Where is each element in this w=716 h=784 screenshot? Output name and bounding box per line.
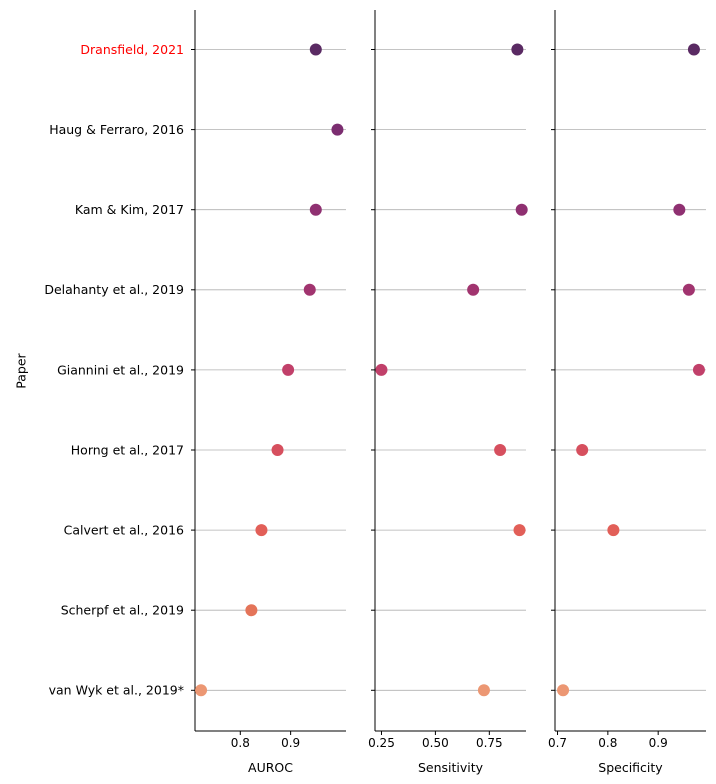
data-points	[195, 43, 705, 697]
data-point	[515, 203, 528, 216]
x-tick-label: 0.7	[548, 736, 567, 750]
data-point	[513, 524, 526, 537]
paper-labels: Dransfield, 2021 Haug & Ferraro, 2016 Kam …	[44, 42, 184, 698]
data-point	[494, 444, 507, 456]
data-point	[271, 444, 284, 456]
data-point	[331, 123, 344, 136]
data-point	[687, 43, 700, 56]
data-point	[477, 684, 490, 697]
axes: 0.8 0.9 AUROC 0.25 0.50 0.75 Sensitivity 0.7 0.8…	[191, 10, 706, 775]
x-tick-label: 0.8	[598, 736, 617, 750]
x-tick-label: 0.75	[476, 736, 503, 750]
paper-label: Haug & Ferraro, 2016	[49, 122, 184, 137]
data-point	[195, 684, 208, 697]
data-point	[309, 203, 322, 216]
gridlines	[195, 49, 706, 691]
data-point	[511, 43, 524, 56]
data-point	[607, 524, 620, 537]
x-tick-label: 0.9	[649, 736, 668, 750]
x-axis-title: Specificity	[598, 760, 663, 775]
paper-label: Horng et al., 2017	[71, 442, 184, 457]
data-point	[245, 604, 258, 617]
x-tick-label: 0.9	[281, 736, 300, 750]
data-point	[309, 43, 322, 56]
y-axis-title: Paper	[13, 352, 28, 388]
data-point	[467, 283, 480, 296]
paper-label: Kam & Kim, 2017	[75, 202, 184, 217]
data-point	[255, 524, 268, 537]
data-point	[375, 363, 388, 376]
data-point	[557, 684, 570, 697]
paper-label: van Wyk et al., 2019*	[49, 683, 184, 698]
paper-label: Giannini et al., 2019	[57, 362, 184, 377]
x-tick-label: 0.50	[422, 736, 449, 750]
x-axis-title: AUROC	[248, 760, 293, 775]
data-point	[576, 444, 589, 456]
data-point	[673, 203, 686, 216]
data-point	[282, 363, 295, 376]
data-point	[682, 283, 695, 296]
x-axis-title: Sensitivity	[418, 760, 484, 775]
paper-label: Dransfield, 2021	[80, 42, 184, 57]
paper-label: Delahanty et al., 2019	[44, 282, 184, 297]
paper-label: Scherpf et al., 2019	[61, 603, 184, 618]
x-tick-label: 0.25	[368, 736, 395, 750]
data-point	[303, 283, 316, 296]
x-tick-label: 0.8	[231, 736, 250, 750]
data-point	[692, 363, 705, 376]
paper-label: Calvert et al., 2016	[64, 522, 184, 537]
